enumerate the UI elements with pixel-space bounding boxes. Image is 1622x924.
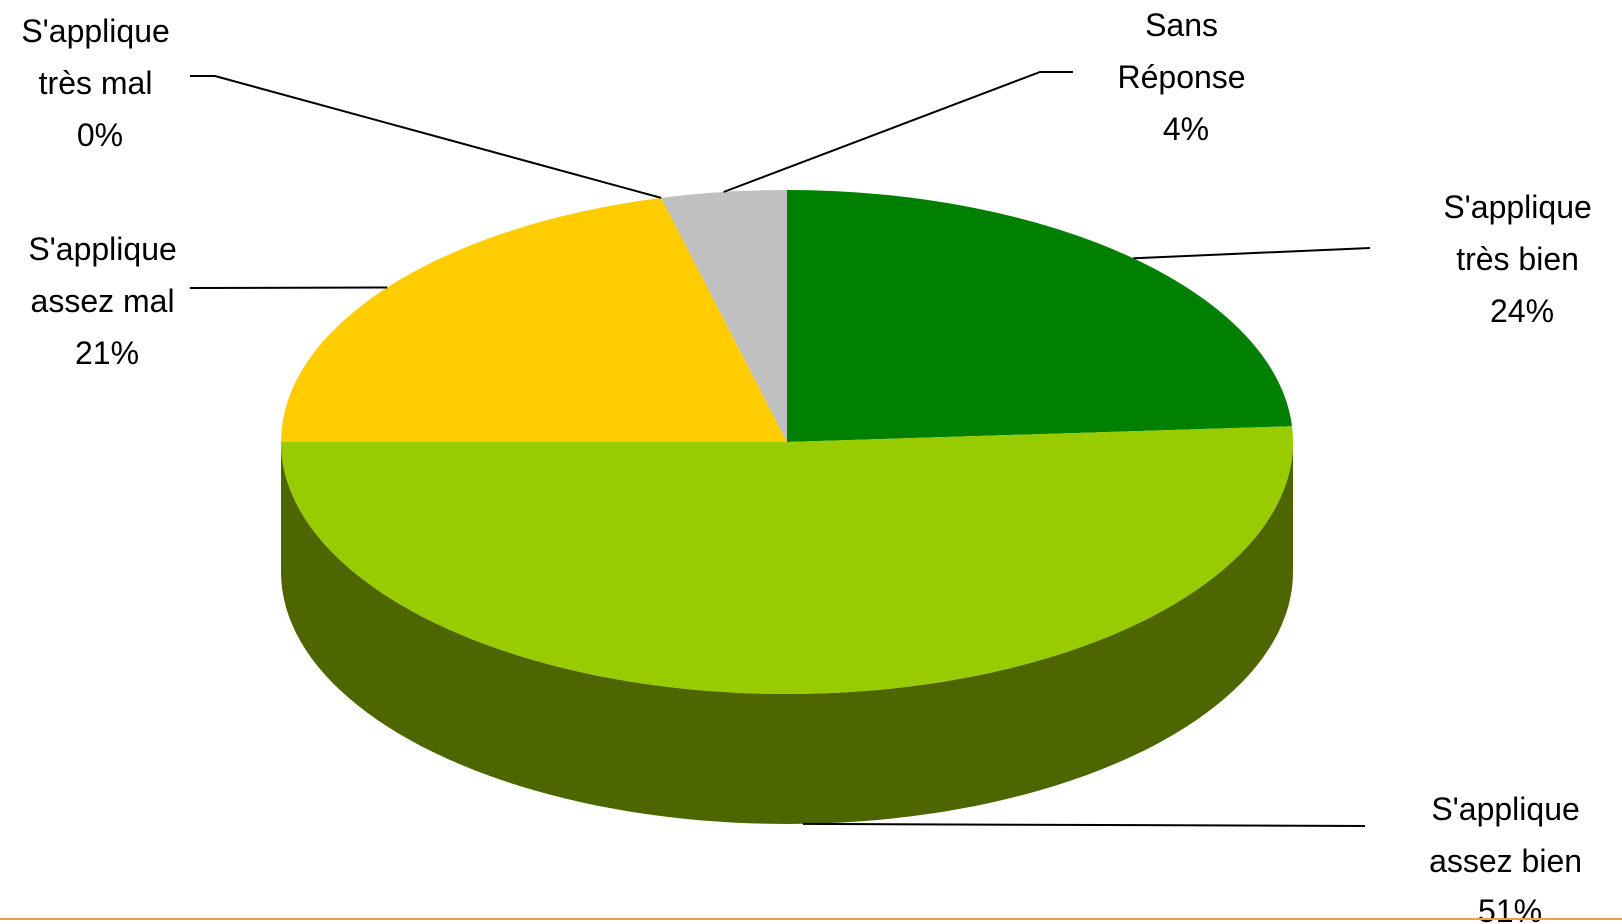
- label-assez-mal-line1: S'applique: [28, 231, 176, 267]
- label-assez-mal: S'applique assez mal 21%: [28, 231, 185, 371]
- bottom-rule: [0, 918, 1622, 920]
- label-sans-reponse-line2: Réponse: [1118, 59, 1246, 95]
- leader-line-s-applique-tres-mal: [190, 75, 662, 199]
- label-sans-reponse-line1: Sans: [1145, 7, 1218, 43]
- pie-depth-layer: [281, 442, 1293, 824]
- leader-line-sans-reponse: [723, 71, 1073, 193]
- label-assez-bien-line1: S'applique: [1431, 791, 1579, 827]
- label-tres-mal-value: 0%: [77, 117, 123, 153]
- slice-s-applique-tres-bien: [787, 190, 1292, 442]
- leader-lines: [189, 71, 1371, 827]
- slice-sans-reponse: [661, 190, 787, 442]
- label-tres-mal: S'applique très mal 0%: [21, 13, 178, 153]
- label-tres-mal-line1: S'applique: [21, 13, 169, 49]
- label-sans-reponse-value: 4%: [1163, 111, 1209, 147]
- slice-s-applique-assez-bien: [281, 426, 1293, 695]
- leader-line-s-applique-assez-bien: [802, 822, 1366, 827]
- label-sans-reponse: Sans Réponse 4%: [1118, 7, 1255, 147]
- label-tres-bien-line2: très bien: [1456, 241, 1579, 277]
- label-tres-mal-line2: très mal: [39, 65, 153, 101]
- label-tres-bien-value: 24%: [1490, 293, 1554, 329]
- leader-line-s-applique-tres-bien: [1133, 247, 1371, 260]
- label-assez-bien-line2: assez bien: [1429, 843, 1582, 879]
- label-tres-bien: S'applique très bien 24%: [1443, 189, 1600, 329]
- slice-side-s-applique-assez-bien: [281, 442, 1293, 824]
- leader-line-s-applique-assez-mal: [189, 286, 388, 289]
- label-assez-mal-value: 21%: [75, 335, 139, 371]
- label-assez-bien: S'applique assez bien 51%: [1429, 791, 1591, 924]
- slice-s-applique-assez-mal: [281, 197, 787, 442]
- label-tres-bien-line1: S'applique: [1443, 189, 1591, 225]
- label-assez-mal-line2: assez mal: [31, 283, 175, 319]
- pie-top-layer: [281, 190, 1293, 695]
